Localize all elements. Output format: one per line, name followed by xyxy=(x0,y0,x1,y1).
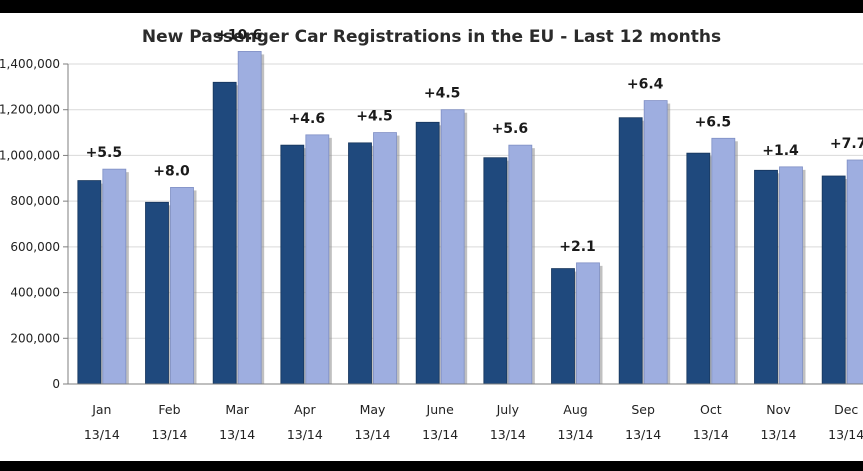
x-category-period: 13/14 xyxy=(760,427,796,442)
bar-may-series-2 xyxy=(373,132,400,385)
x-category-period: 13/14 xyxy=(693,427,729,442)
x-category-month: Aug xyxy=(563,402,587,417)
bar-oct-series-1 xyxy=(686,152,713,385)
x-category-period: 13/14 xyxy=(490,427,526,442)
data-labels-layer: +5.5 +8.0 +10.6 +4.6 +4.5 +4.5 +5.6 +2.1 +6.4 +6.… xyxy=(86,27,863,254)
y-tick-label: 1,200,000 xyxy=(0,103,60,117)
data-label: +6.4 xyxy=(627,77,664,93)
bar xyxy=(711,137,736,385)
bar xyxy=(754,169,778,385)
x-category-period: 13/14 xyxy=(557,427,593,442)
y-tick-label: 1,400,000 xyxy=(0,57,60,71)
bar-may-series-1 xyxy=(348,142,375,385)
y-tick-label: 0 xyxy=(52,377,60,391)
x-category-month: Jan xyxy=(91,402,111,417)
bar-nov-series-2 xyxy=(779,166,806,385)
bar-june-series-1 xyxy=(415,121,443,385)
bar xyxy=(686,152,711,385)
bar-feb-series-2 xyxy=(170,187,197,385)
x-category-month: Apr xyxy=(294,402,316,417)
x-category-month: May xyxy=(360,402,386,417)
x-category-month: Nov xyxy=(766,402,791,417)
bar-nov-series-1 xyxy=(754,169,781,385)
bar-feb-series-1 xyxy=(145,201,172,385)
x-category-month: Sep xyxy=(631,402,655,417)
chart-panel: New Passenger Car Registrations in the E… xyxy=(0,13,863,461)
y-tick-label: 800,000 xyxy=(10,194,60,208)
x-category-period: 13/14 xyxy=(84,427,120,442)
data-label: +2.1 xyxy=(559,239,596,255)
x-category-month: July xyxy=(496,402,520,417)
data-label: +10.6 xyxy=(216,27,262,43)
x-category-month: Feb xyxy=(158,402,180,417)
bar xyxy=(305,134,330,385)
x-category-period: 13/14 xyxy=(287,427,323,442)
bar-july-series-2 xyxy=(508,144,535,385)
bar xyxy=(821,175,846,385)
bar xyxy=(170,187,194,385)
data-label: +5.6 xyxy=(492,121,529,137)
bar-apr-series-2 xyxy=(305,134,332,385)
bar-jan-series-1 xyxy=(77,180,104,385)
bar-dec-series-1 xyxy=(821,175,849,385)
bar xyxy=(618,117,643,385)
data-label: +5.5 xyxy=(86,145,123,161)
x-category-month: Oct xyxy=(700,402,722,417)
bars-layer xyxy=(77,51,863,385)
bar-sep-series-2 xyxy=(643,100,671,385)
bar xyxy=(779,166,803,385)
bar-aug-series-2 xyxy=(576,262,603,385)
bar xyxy=(846,159,863,385)
bar xyxy=(551,268,575,385)
bar xyxy=(348,142,372,385)
bar-dec-series-2 xyxy=(846,159,863,385)
data-label: +6.5 xyxy=(695,114,732,130)
chart-title: New Passenger Car Registrations in the E… xyxy=(141,27,722,47)
data-label: +4.5 xyxy=(356,109,393,125)
bar xyxy=(643,100,668,385)
x-category-period: 13/14 xyxy=(219,427,255,442)
x-category-period: 13/14 xyxy=(151,427,187,442)
bar-sep-series-1 xyxy=(618,117,646,385)
data-label: +7.7 xyxy=(830,136,863,152)
data-label: +1.4 xyxy=(762,143,799,159)
bar-aug-series-1 xyxy=(551,268,578,385)
bar xyxy=(212,81,237,385)
bar xyxy=(280,144,305,385)
bar-jan-series-2 xyxy=(102,168,129,385)
bar xyxy=(237,51,262,385)
y-axis-ticks: 0 200,000 400,000 600,000 800,000 1,000,000 1,… xyxy=(0,57,68,391)
x-category-month: Mar xyxy=(225,402,249,417)
bar-mar-series-2 xyxy=(237,51,265,385)
bar-oct-series-2 xyxy=(711,137,738,385)
bar-chart: 0 200,000 400,000 600,000 800,000 1,000,000 1,… xyxy=(0,27,863,442)
x-axis-labels: Jan 13/14 Feb 13/14 Mar 13/14 Apr 13/14 May 13/14… xyxy=(84,402,863,442)
bar xyxy=(77,180,102,385)
bar xyxy=(102,168,127,385)
bar xyxy=(483,157,508,385)
bar xyxy=(145,201,169,385)
bar xyxy=(508,144,533,385)
bar-apr-series-1 xyxy=(280,144,307,385)
y-tick-label: 600,000 xyxy=(10,240,60,254)
x-category-period: 13/14 xyxy=(828,427,863,442)
bar xyxy=(576,262,600,385)
y-tick-label: 400,000 xyxy=(10,286,60,300)
x-category-period: 13/14 xyxy=(422,427,458,442)
data-label: +4.5 xyxy=(424,86,461,102)
data-label: +8.0 xyxy=(153,163,190,179)
x-category-period: 13/14 xyxy=(354,427,390,442)
x-category-month: June xyxy=(426,402,455,417)
bar-july-series-1 xyxy=(483,157,510,385)
y-tick-label: 1,000,000 xyxy=(0,148,60,162)
bar xyxy=(415,121,440,385)
bar xyxy=(373,132,397,385)
bar-june-series-2 xyxy=(440,109,468,385)
bar xyxy=(440,109,465,385)
x-category-period: 13/14 xyxy=(625,427,661,442)
x-category-month: Dec xyxy=(834,402,858,417)
bar-mar-series-1 xyxy=(212,81,240,385)
y-tick-label: 200,000 xyxy=(10,331,60,345)
data-label: +4.6 xyxy=(289,111,326,127)
